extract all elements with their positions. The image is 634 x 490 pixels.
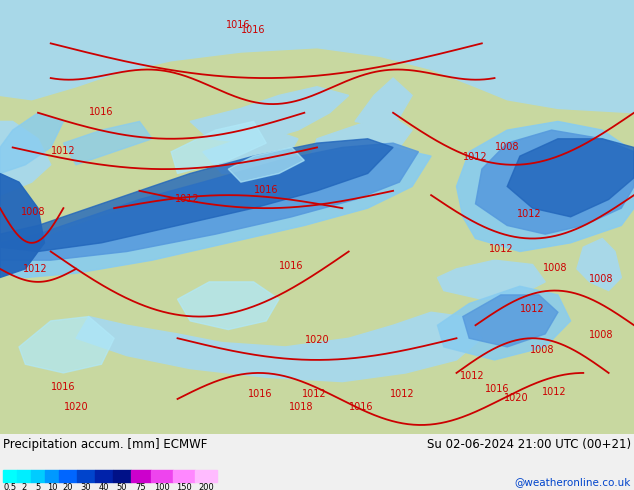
Polygon shape	[0, 122, 51, 195]
Bar	[95, 470, 113, 482]
Text: 50: 50	[117, 483, 127, 490]
Polygon shape	[171, 122, 266, 173]
Text: 1018: 1018	[289, 402, 313, 412]
Text: 1008: 1008	[589, 330, 613, 340]
Text: 1016: 1016	[226, 20, 250, 30]
Bar	[131, 470, 151, 482]
Text: 30: 30	[81, 483, 91, 490]
Text: 5: 5	[36, 483, 41, 490]
Text: 1012: 1012	[521, 304, 545, 314]
Text: 75: 75	[136, 483, 146, 490]
Text: 1016: 1016	[254, 185, 278, 195]
Text: 1016: 1016	[280, 261, 304, 271]
Text: 150: 150	[176, 483, 192, 490]
Polygon shape	[178, 282, 279, 330]
Text: 1020: 1020	[305, 335, 329, 344]
Text: Precipitation accum. [mm] ECMWF: Precipitation accum. [mm] ECMWF	[3, 438, 207, 451]
Text: 1012: 1012	[489, 244, 513, 253]
Bar	[31, 470, 45, 482]
Text: 1016: 1016	[89, 107, 113, 117]
Text: 1016: 1016	[349, 402, 373, 412]
Text: 40: 40	[99, 483, 109, 490]
Text: 1012: 1012	[51, 146, 75, 156]
Text: 1012: 1012	[460, 371, 484, 381]
Bar	[45, 470, 59, 482]
Text: 100: 100	[154, 483, 170, 490]
Text: 1012: 1012	[543, 387, 567, 396]
Polygon shape	[19, 317, 114, 373]
Text: 1016: 1016	[248, 389, 272, 399]
Polygon shape	[355, 78, 412, 126]
Bar	[77, 470, 95, 482]
Text: 1012: 1012	[23, 264, 47, 274]
Text: 1016: 1016	[51, 382, 75, 392]
Bar	[3, 470, 17, 482]
Polygon shape	[311, 117, 412, 165]
Text: Su 02-06-2024 21:00 UTC (00+21): Su 02-06-2024 21:00 UTC (00+21)	[427, 438, 631, 451]
Polygon shape	[577, 239, 621, 291]
Polygon shape	[0, 147, 431, 277]
Text: 10: 10	[47, 483, 57, 490]
Text: 1020: 1020	[505, 393, 529, 403]
Bar	[195, 470, 217, 482]
Text: 1012: 1012	[175, 194, 199, 204]
Text: 1008: 1008	[589, 274, 613, 284]
Polygon shape	[463, 295, 558, 347]
Bar	[59, 470, 77, 482]
Polygon shape	[476, 130, 634, 234]
Text: 1012: 1012	[517, 209, 541, 219]
Polygon shape	[228, 147, 304, 182]
Text: 1016: 1016	[242, 24, 266, 34]
Polygon shape	[437, 260, 545, 299]
Text: 1008: 1008	[530, 345, 554, 355]
Polygon shape	[76, 312, 482, 382]
Text: 1012: 1012	[391, 389, 415, 399]
Bar	[151, 470, 173, 482]
Text: 1008: 1008	[543, 263, 567, 273]
Text: 20: 20	[63, 483, 74, 490]
Text: 1020: 1020	[64, 402, 88, 412]
Polygon shape	[0, 143, 418, 260]
Text: 1008: 1008	[21, 207, 45, 217]
Bar	[113, 470, 131, 482]
Polygon shape	[63, 122, 152, 165]
Text: 1012: 1012	[463, 152, 488, 163]
Text: 1016: 1016	[486, 385, 510, 394]
Text: 200: 200	[198, 483, 214, 490]
Text: @weatheronline.co.uk: @weatheronline.co.uk	[515, 477, 631, 487]
Polygon shape	[437, 286, 571, 360]
Polygon shape	[507, 139, 634, 217]
Text: 1012: 1012	[302, 389, 326, 399]
Polygon shape	[0, 0, 634, 113]
Text: 2: 2	[22, 483, 27, 490]
Bar	[173, 470, 195, 482]
Polygon shape	[203, 130, 298, 173]
Polygon shape	[0, 173, 44, 277]
Polygon shape	[0, 139, 393, 251]
Polygon shape	[190, 87, 349, 143]
Bar	[17, 470, 31, 482]
Text: 1008: 1008	[495, 142, 519, 151]
Text: 0.5: 0.5	[3, 483, 16, 490]
Polygon shape	[456, 122, 634, 251]
Polygon shape	[0, 113, 63, 173]
